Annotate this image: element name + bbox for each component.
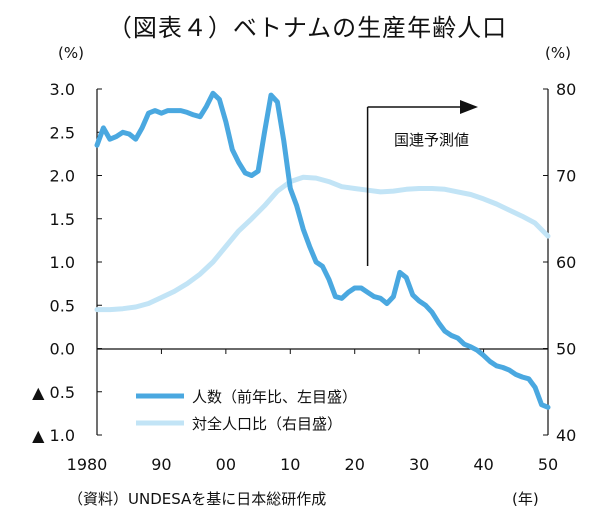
right-tick-label: 40: [556, 426, 576, 445]
x-tick-label: 00: [216, 455, 236, 474]
x-tick-label: 20: [345, 455, 365, 474]
right-tick-label: 80: [556, 80, 576, 99]
x-tick-label: 10: [280, 455, 300, 474]
forecast-arrow-head: [460, 100, 478, 114]
left-tick-label: ▲ 0.5: [32, 383, 75, 402]
axes: [96, 89, 549, 435]
x-axis-ticks: 1980 90 00 10 20 30 40 50: [67, 349, 558, 474]
right-axis-ticks: 80 70 60 50 40: [543, 80, 576, 445]
left-tick-label: 2.0: [50, 167, 75, 186]
x-tick-label: 40: [473, 455, 493, 474]
left-tick-label: 0.5: [50, 296, 75, 315]
right-axis-unit: (%): [545, 44, 571, 62]
left-tick-label: 2.5: [50, 123, 75, 142]
source-note: （資料）UNDESAを基に日本総研作成: [68, 490, 327, 508]
series-group: [94, 90, 551, 410]
chart-title: （図表４）ベトナムの生産年齢人口: [107, 14, 508, 42]
x-axis-unit: (年): [512, 490, 539, 508]
forecast-label: 国連予測値: [394, 131, 469, 149]
left-tick-label: 1.5: [50, 210, 75, 229]
series-line-count-yoy: [94, 90, 551, 410]
left-axis-unit: (%): [58, 44, 84, 62]
right-tick-label: 60: [556, 253, 576, 272]
left-axis-ticks: 3.0 2.5 2.0 1.5 1.0 0.5 0.0 ▲ 0.5 ▲ 1.0: [32, 80, 102, 445]
left-tick-label: 0.0: [50, 340, 75, 359]
x-tick-label: 90: [151, 455, 171, 474]
right-tick-label: 70: [556, 167, 576, 186]
series-line-share-of-population: [94, 174, 551, 313]
right-tick-label: 50: [556, 340, 576, 359]
x-tick-label: 30: [409, 455, 429, 474]
x-tick-label: 1980: [67, 455, 108, 474]
legend-item-count-yoy-label: 人数（前年比、左目盛）: [192, 388, 357, 406]
left-tick-label: 1.0: [50, 253, 75, 272]
left-tick-label: 3.0: [50, 80, 75, 99]
legend-item-share-label: 対全人口比（右目盛）: [192, 415, 342, 433]
x-tick-label: 50: [538, 455, 558, 474]
legend: 人数（前年比、左目盛） 対全人口比（右目盛）: [136, 388, 357, 433]
forecast-annotation: 国連予測値: [366, 100, 478, 266]
left-tick-label: ▲ 1.0: [32, 426, 75, 445]
